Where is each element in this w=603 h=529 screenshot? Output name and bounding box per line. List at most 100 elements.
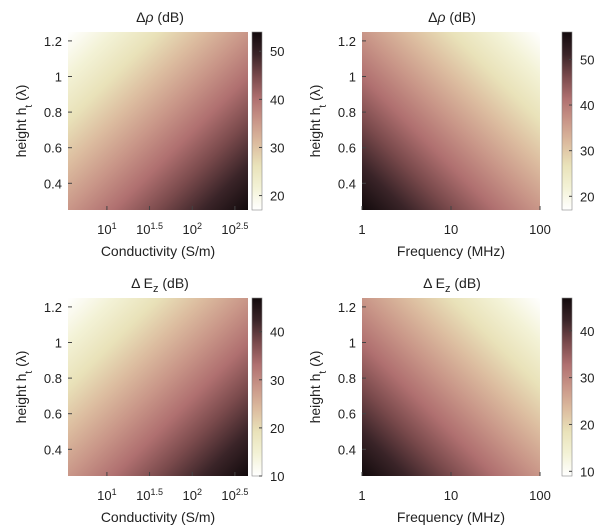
title-prefix: Δ [136,9,145,25]
x-tick-base: 100 [529,488,551,503]
y-axis-label: height ht (λ) [13,351,35,424]
colorbar-tick-label: 20 [270,189,284,204]
x-tick-base: 10 [221,488,235,503]
y-tick-label: 1 [55,70,62,85]
y-tick-label: 0.4 [44,442,62,457]
title-symbol: z [445,283,451,295]
y-tick-label: 1.2 [44,300,62,315]
colorbar-tick-label: 20 [580,417,594,432]
chart-title: Δ Ez (dB) [131,275,189,295]
colorbar-tick-label: 40 [270,92,284,107]
y-tick-label: 0.4 [44,176,62,191]
x-tick-base: 10 [444,222,458,237]
title-unit: (dB) [446,9,476,25]
colorbar [251,297,263,477]
heatmap-area [68,32,248,210]
colorbar-tick-label: 40 [270,325,284,340]
y-tick-label: 1 [349,336,356,351]
x-axis-label: Conductivity (S/m) [101,243,215,259]
x-tick-label: 10 [444,222,458,237]
colorbar [561,31,573,211]
x-tick-label: 1 [358,488,365,503]
x-tick-label: 100 [529,488,551,503]
y-label-unit: (λ) [13,351,29,371]
y-tick-label: 1 [55,336,62,351]
x-tick-base: 1 [358,488,365,503]
y-label-unit: (λ) [307,85,323,105]
title-symbol: ρ [436,9,445,25]
x-tick-base: 100 [529,222,551,237]
title-symbol: ρ [144,9,153,25]
chart-title: Δρ (dB) [428,9,476,25]
x-tick-base: 10 [97,488,111,503]
y-label-subscript: t [318,371,329,374]
x-tick-label: 102 [183,221,202,237]
colorbar-tick-label: 20 [270,421,284,436]
x-tick-label: 101.5 [136,221,163,237]
title-prefix: Δ E [131,275,153,291]
colorbar-tick-label: 10 [580,464,594,479]
x-tick-base: 1 [358,222,365,237]
x-axis-label: Conductivity (S/m) [101,509,215,525]
colorbar-tick-label: 50 [580,52,594,67]
colorbar [251,31,263,211]
x-tick-base: 10 [136,222,150,237]
colorbar-tick-label: 50 [270,44,284,59]
y-axis-label: height ht (λ) [13,85,35,158]
colorbar [561,297,573,477]
y-label-unit: (λ) [13,85,29,105]
x-tick-exponent: 2.5 [236,487,249,497]
y-tick-label: 0.6 [44,141,62,156]
y-tick-label: 1.2 [338,34,356,49]
y-label-subscript: t [24,371,35,374]
y-tick-label: 1.2 [338,300,356,315]
y-label-subscript: t [24,105,35,108]
y-label-unit: (λ) [307,351,323,371]
y-tick-label: 0.6 [338,141,356,156]
x-tick-label: 10 [444,488,458,503]
title-prefix: Δ [428,9,437,25]
x-tick-label: 101 [97,221,116,237]
x-tick-label: 102 [183,487,202,503]
colorbar-tick-label: 20 [580,189,594,204]
y-tick-label: 0.6 [338,407,356,422]
y-tick-label: 0.8 [44,371,62,386]
x-tick-base: 10 [183,488,197,503]
x-tick-label: 1 [358,222,365,237]
y-label-main: height h [13,108,29,158]
y-label-main: height h [307,374,323,424]
y-label-main: height h [13,374,29,424]
y-tick-label: 1.2 [44,34,62,49]
colorbar-tick-label: 30 [270,373,284,388]
y-axis-label: height ht (λ) [307,351,329,424]
y-tick-label: 1 [349,70,356,85]
x-tick-base: 10 [136,488,150,503]
x-tick-base: 10 [183,222,197,237]
y-tick-label: 0.4 [338,442,356,457]
x-tick-exponent: 1 [112,487,117,497]
title-prefix: Δ E [423,275,445,291]
title-unit: (dB) [158,275,188,291]
title-unit: (dB) [450,275,480,291]
y-axis-label: height ht (λ) [307,85,329,158]
chart-title: Δ Ez (dB) [423,275,481,295]
x-axis-label: Frequency (MHz) [397,243,505,259]
colorbar-tick-label: 30 [270,140,284,155]
x-tick-exponent: 1.5 [151,487,164,497]
panel-4: Δ Ez (dB) 0.4 0.6 0.8 1 1.2 1 10 100 Frequency (M… [307,275,594,525]
colorbar-tick-label: 40 [580,98,594,113]
panel-2: Δρ (dB) 0.4 0.6 0.8 1 1.2 1 10 100 Frequency (MHz… [307,9,594,259]
y-label-subscript: t [318,105,329,108]
colorbar-tick-label: 40 [580,324,594,339]
title-unit: (dB) [154,9,184,25]
x-tick-exponent: 2 [197,487,202,497]
colorbar-tick-label: 10 [270,469,284,484]
chart-title: Δρ (dB) [136,9,184,25]
y-tick-label: 0.8 [338,371,356,386]
x-tick-label: 100 [529,222,551,237]
x-tick-label: 101 [97,487,116,503]
heatmap-area [362,298,540,476]
